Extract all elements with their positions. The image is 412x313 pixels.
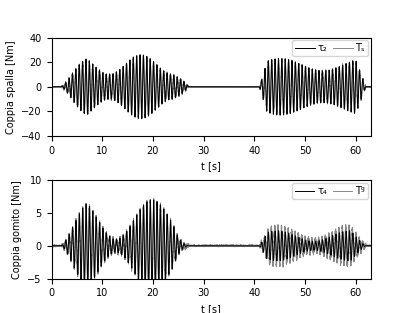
Tₛ [204, 85, 208, 89]
τ₄ [204, 244, 208, 248]
τ₂ [59, 85, 64, 89]
Tᵍ [368, 244, 373, 247]
τ₂ [225, 85, 230, 89]
Tᵍ [225, 244, 230, 247]
Legend: τ₄, Tᵍ: τ₄, Tᵍ [292, 183, 368, 199]
Tᵍ [153, 291, 158, 295]
τ₄ [151, 198, 156, 202]
Tᵍ [56, 244, 61, 247]
Tₛ [136, 116, 141, 120]
τ₂ [368, 85, 373, 89]
Tᵍ [204, 244, 208, 247]
Tᵍ [130, 262, 135, 266]
Legend: τ₂, Tₛ: τ₂, Tₛ [292, 40, 368, 56]
τ₂ [67, 80, 72, 84]
τ₄ [49, 244, 54, 248]
τ₂ [56, 85, 61, 89]
τ₄ [150, 290, 154, 294]
Y-axis label: Coppia spalla [Nm]: Coppia spalla [Nm] [6, 40, 16, 134]
X-axis label: t [s]: t [s] [201, 161, 221, 171]
τ₄ [67, 235, 72, 239]
Tᵍ [59, 244, 64, 247]
Tᵍ [151, 197, 156, 200]
τ₄ [56, 244, 61, 248]
Tₛ [138, 53, 143, 57]
Tₛ [368, 85, 373, 89]
τ₂ [204, 85, 208, 89]
τ₂ [49, 85, 54, 89]
Tₛ [59, 85, 64, 89]
Tₛ [49, 85, 54, 89]
Tᵍ [49, 244, 54, 248]
Tᵍ [67, 234, 72, 238]
X-axis label: t [s]: t [s] [201, 304, 221, 313]
Line: τ₂: τ₂ [52, 55, 371, 119]
τ₂ [139, 117, 144, 121]
τ₄ [130, 262, 135, 265]
Tₛ [225, 85, 230, 89]
τ₂ [138, 53, 143, 57]
Line: Tᵍ: Tᵍ [52, 198, 371, 293]
Tₛ [130, 103, 135, 107]
Line: τ₄: τ₄ [52, 200, 371, 292]
Tₛ [56, 85, 61, 88]
Tₛ [67, 80, 72, 84]
τ₂ [130, 103, 135, 107]
τ₄ [225, 244, 230, 248]
Y-axis label: Coppia gomito [Nm]: Coppia gomito [Nm] [12, 180, 22, 279]
Line: Tₛ: Tₛ [52, 55, 371, 118]
τ₄ [59, 244, 64, 248]
τ₄ [368, 244, 373, 248]
